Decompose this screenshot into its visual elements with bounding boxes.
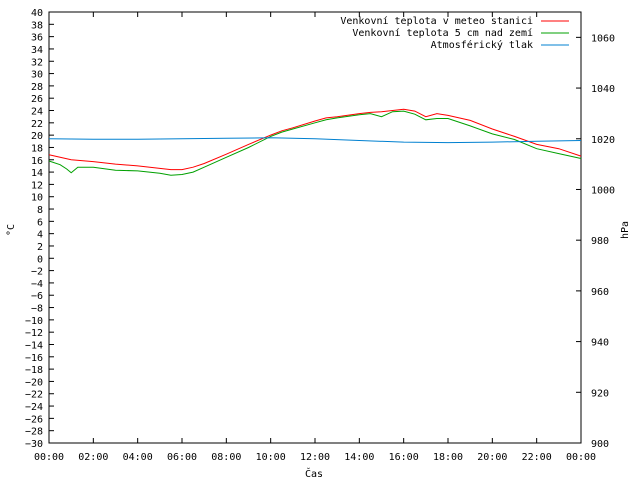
x-tick-label: 18:00 xyxy=(433,452,463,463)
y-tick-label: −12 xyxy=(25,328,43,339)
y2-tick-label: 980 xyxy=(591,236,609,247)
legend: Venkovní teplota v meteo staniciVenkovní… xyxy=(340,15,569,51)
y-tick-label: 0 xyxy=(37,254,43,265)
y-tick-label: 4 xyxy=(37,230,43,241)
y-tick-label: 14 xyxy=(31,168,43,179)
x-tick-label: 06:00 xyxy=(167,452,197,463)
y2-tick-label: 1000 xyxy=(591,185,615,196)
x-axis-label: Čas xyxy=(305,467,323,480)
y-tick-label: 20 xyxy=(31,131,43,142)
x-tick-label: 16:00 xyxy=(389,452,419,463)
y-tick-label: 18 xyxy=(31,143,43,154)
y-tick-label: 6 xyxy=(37,217,43,228)
y2-tick-label: 1020 xyxy=(591,135,615,146)
series-line-1 xyxy=(48,108,582,171)
y-tick-label: 16 xyxy=(31,156,43,167)
x-tick-label: 02:00 xyxy=(78,452,108,463)
y2-tick-label: 920 xyxy=(591,388,609,399)
y-tick-label: 8 xyxy=(37,205,43,216)
y2-tick-label: 1040 xyxy=(591,84,615,95)
series-lines xyxy=(48,108,582,176)
x-tick-labels: 00:00 02:00 04:00 06:00 08:00 10:00 12:00 14:00… xyxy=(34,452,596,463)
legend-label-3: Atmosférický tlak xyxy=(431,39,533,51)
y-tick-label: 22 xyxy=(31,119,43,130)
y-tick-label: −28 xyxy=(25,427,43,438)
series-line-3 xyxy=(48,137,582,144)
y2-tick-label: 940 xyxy=(591,338,609,349)
y-tick-label: −30 xyxy=(25,439,43,450)
y-tick-label: 30 xyxy=(31,70,43,81)
y-tick-label: 36 xyxy=(31,33,43,44)
y-tick-label: −22 xyxy=(25,390,43,401)
y-tick-label: 28 xyxy=(31,82,43,93)
y-tick-label: −20 xyxy=(25,377,43,388)
legend-label-2: Venkovní teplota 5 cm nad zemí xyxy=(352,27,533,39)
y2-tick-label: 1060 xyxy=(591,33,615,44)
y2-tick-labels: 1060 1040 1020 1000 980 960 940 920 900 xyxy=(591,33,615,450)
y-tick-label: 32 xyxy=(31,57,43,68)
axis-ticks xyxy=(48,11,582,444)
x-tick-label: 14:00 xyxy=(344,452,374,463)
y-tick-label: −2 xyxy=(31,267,43,278)
y-axis-label: °C xyxy=(6,224,17,236)
y-tick-label: −14 xyxy=(25,340,43,351)
x-tick-label: 04:00 xyxy=(123,452,153,463)
series-line-2 xyxy=(48,110,582,176)
y2-tick-label: 900 xyxy=(591,439,609,450)
x-tick-label: 22:00 xyxy=(522,452,552,463)
y-tick-label: 34 xyxy=(31,45,43,56)
y-tick-label: 26 xyxy=(31,94,43,105)
y-tick-label: 2 xyxy=(37,242,43,253)
x-tick-label: 08:00 xyxy=(211,452,241,463)
y-tick-label: −26 xyxy=(25,414,43,425)
y-tick-label: 40 xyxy=(31,8,43,19)
y-tick-label: −18 xyxy=(25,365,43,376)
y-tick-label: −24 xyxy=(25,402,43,413)
y-tick-label: −6 xyxy=(31,291,43,302)
y2-tick-label: 960 xyxy=(591,287,609,298)
y2-axis-label: hPa xyxy=(620,221,631,239)
y-tick-label: −8 xyxy=(31,304,43,315)
y-tick-label: 12 xyxy=(31,180,43,191)
legend-label-1: Venkovní teplota v meteo stanici xyxy=(340,15,533,27)
y-tick-label: 10 xyxy=(31,193,43,204)
y-tick-label: −16 xyxy=(25,353,43,364)
y-tick-label: −4 xyxy=(31,279,43,290)
x-tick-label: 00:00 xyxy=(34,452,64,463)
x-tick-label: 20:00 xyxy=(477,452,507,463)
y-tick-labels: 4038363432302826242220181614121086420−2−… xyxy=(25,8,43,450)
x-tick-label: 10:00 xyxy=(256,452,286,463)
x-tick-label: 12:00 xyxy=(300,452,330,463)
y-tick-label: 38 xyxy=(31,20,43,31)
y-tick-label: 24 xyxy=(31,107,43,118)
plot-frame xyxy=(48,11,582,444)
x-tick-label: 00:00 xyxy=(566,452,596,463)
y-tick-label: −10 xyxy=(25,316,43,327)
